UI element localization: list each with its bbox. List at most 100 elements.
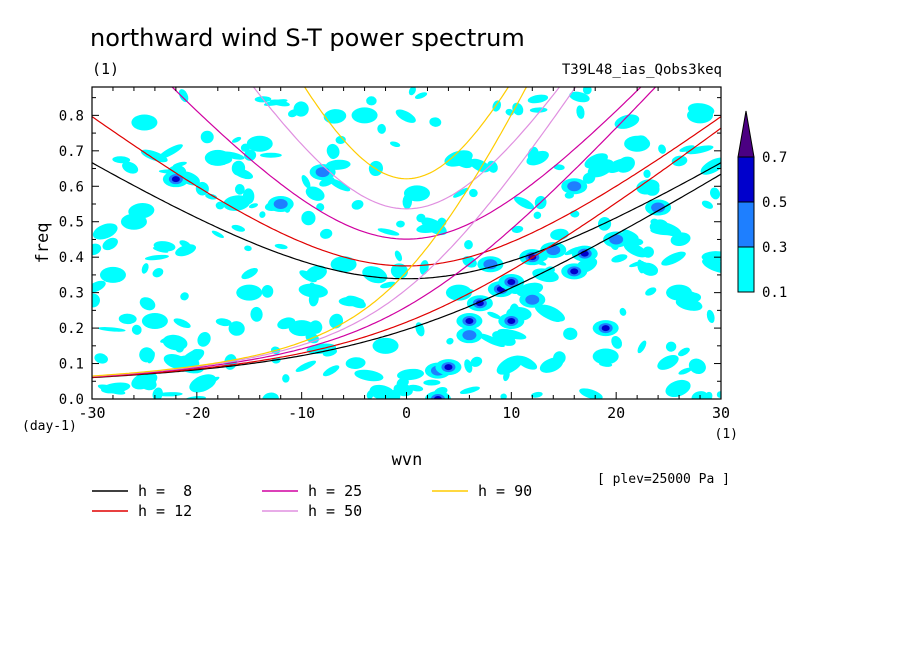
noise-contour (180, 292, 189, 301)
noise-contour (394, 250, 403, 262)
noise-contour (335, 135, 346, 145)
power-blob-peak (475, 300, 484, 307)
noise-contour (366, 96, 377, 106)
power-blob (120, 213, 147, 230)
noise-contour (614, 114, 640, 129)
noise-contour (539, 357, 564, 373)
x-tick-label: 10 (502, 404, 520, 422)
power-blob (288, 320, 315, 337)
noise-contour (478, 333, 505, 348)
noise-contour (496, 355, 524, 375)
legend-label: h = 8 (138, 482, 192, 500)
power-blob (204, 149, 231, 166)
noise-contour (345, 295, 366, 309)
colorbar-segment (737, 246, 755, 293)
noise-contour (446, 337, 454, 345)
ig-curve-h50 (252, 87, 561, 210)
power-blob (624, 135, 651, 152)
power-blob (99, 266, 126, 283)
noise-contour (200, 130, 214, 144)
noise-contour (131, 324, 142, 335)
subtitle-right: T39L48_ias_Qobs3keq (562, 62, 722, 78)
noise-contour (242, 188, 255, 205)
noise-contour (464, 359, 473, 373)
power-blob-peak (444, 364, 453, 371)
noise-contour (678, 367, 693, 375)
noise-contour (345, 357, 366, 370)
noise-contour (497, 328, 527, 340)
legend-label: h = 12 (138, 502, 192, 520)
noise-contour (607, 158, 628, 174)
y-tick-label: 0.4 (59, 250, 84, 266)
ig-curve-h25 (171, 87, 642, 240)
noise-contour (234, 183, 245, 195)
mrg-curve-h50 (92, 87, 577, 377)
x-tick-label: 20 (607, 404, 625, 422)
y-tick-label: 0.3 (59, 286, 84, 302)
power-blob-core (462, 330, 477, 341)
power-blob-peak (601, 325, 610, 332)
noise-contour (670, 232, 691, 247)
noise-contour (423, 379, 441, 386)
noise-contour (153, 241, 176, 252)
power-blob-core (546, 245, 561, 256)
noise-contour (139, 297, 156, 311)
y-tick-label: 0.0 (59, 392, 84, 408)
noise-contour (569, 91, 590, 103)
noise-contour (691, 391, 708, 399)
power-blob (236, 284, 263, 301)
noise-contour (459, 386, 480, 395)
noise-contour (563, 327, 578, 341)
noise-contour (295, 360, 317, 372)
noise-contour (619, 307, 627, 316)
noise-contour (263, 99, 288, 106)
y-tick-label: 0.2 (59, 321, 84, 337)
x-unit-left: (day-1) (22, 419, 77, 434)
noise-contour (623, 242, 648, 258)
noise-contour (636, 179, 660, 195)
power-blob-peak (507, 279, 516, 285)
power-contours (92, 87, 721, 399)
power-blob-core (609, 234, 624, 245)
power-blob (445, 284, 472, 301)
noise-contour (101, 382, 131, 394)
noise-contour (228, 321, 245, 336)
power-blob-core (273, 199, 288, 209)
noise-contour (260, 152, 282, 158)
noise-contour (629, 260, 644, 268)
noise-contour (194, 376, 220, 389)
x-tick-label: 30 (712, 404, 730, 422)
power-blob (403, 185, 430, 202)
noise-contour (512, 102, 524, 116)
noise-contour (527, 94, 549, 104)
noise-contour (241, 267, 258, 280)
noise-contour (637, 340, 647, 354)
noise-contour (223, 195, 251, 211)
noise-contour (92, 293, 100, 308)
power-blob (592, 348, 619, 365)
legend-label: h = 50 (308, 502, 362, 520)
noise-contour (152, 267, 164, 278)
noise-contour (205, 193, 218, 200)
noise-contour (158, 144, 183, 159)
power-blob-core (567, 181, 582, 192)
colorbar: 0.1 0.3 0.5 0.7 (737, 110, 787, 301)
noise-contour (611, 335, 623, 349)
noise-contour (710, 187, 721, 200)
x-axis: -30 -20 -10 0 10 20 30 (78, 87, 730, 422)
power-blob-peak (171, 176, 180, 183)
noise-contour (671, 155, 688, 167)
noise-contour (301, 210, 316, 226)
noise-contour (362, 266, 388, 284)
noise-contour (175, 343, 185, 353)
legend-label: h = 25 (308, 482, 362, 500)
noise-contour (173, 318, 191, 329)
noise-contour (293, 101, 309, 117)
noise-contour (215, 318, 232, 327)
noise-contour (665, 341, 677, 352)
power-blob (131, 114, 158, 131)
noise-contour (244, 245, 252, 252)
noise-contour (118, 313, 137, 325)
y-tick-label: 0.6 (59, 179, 84, 195)
